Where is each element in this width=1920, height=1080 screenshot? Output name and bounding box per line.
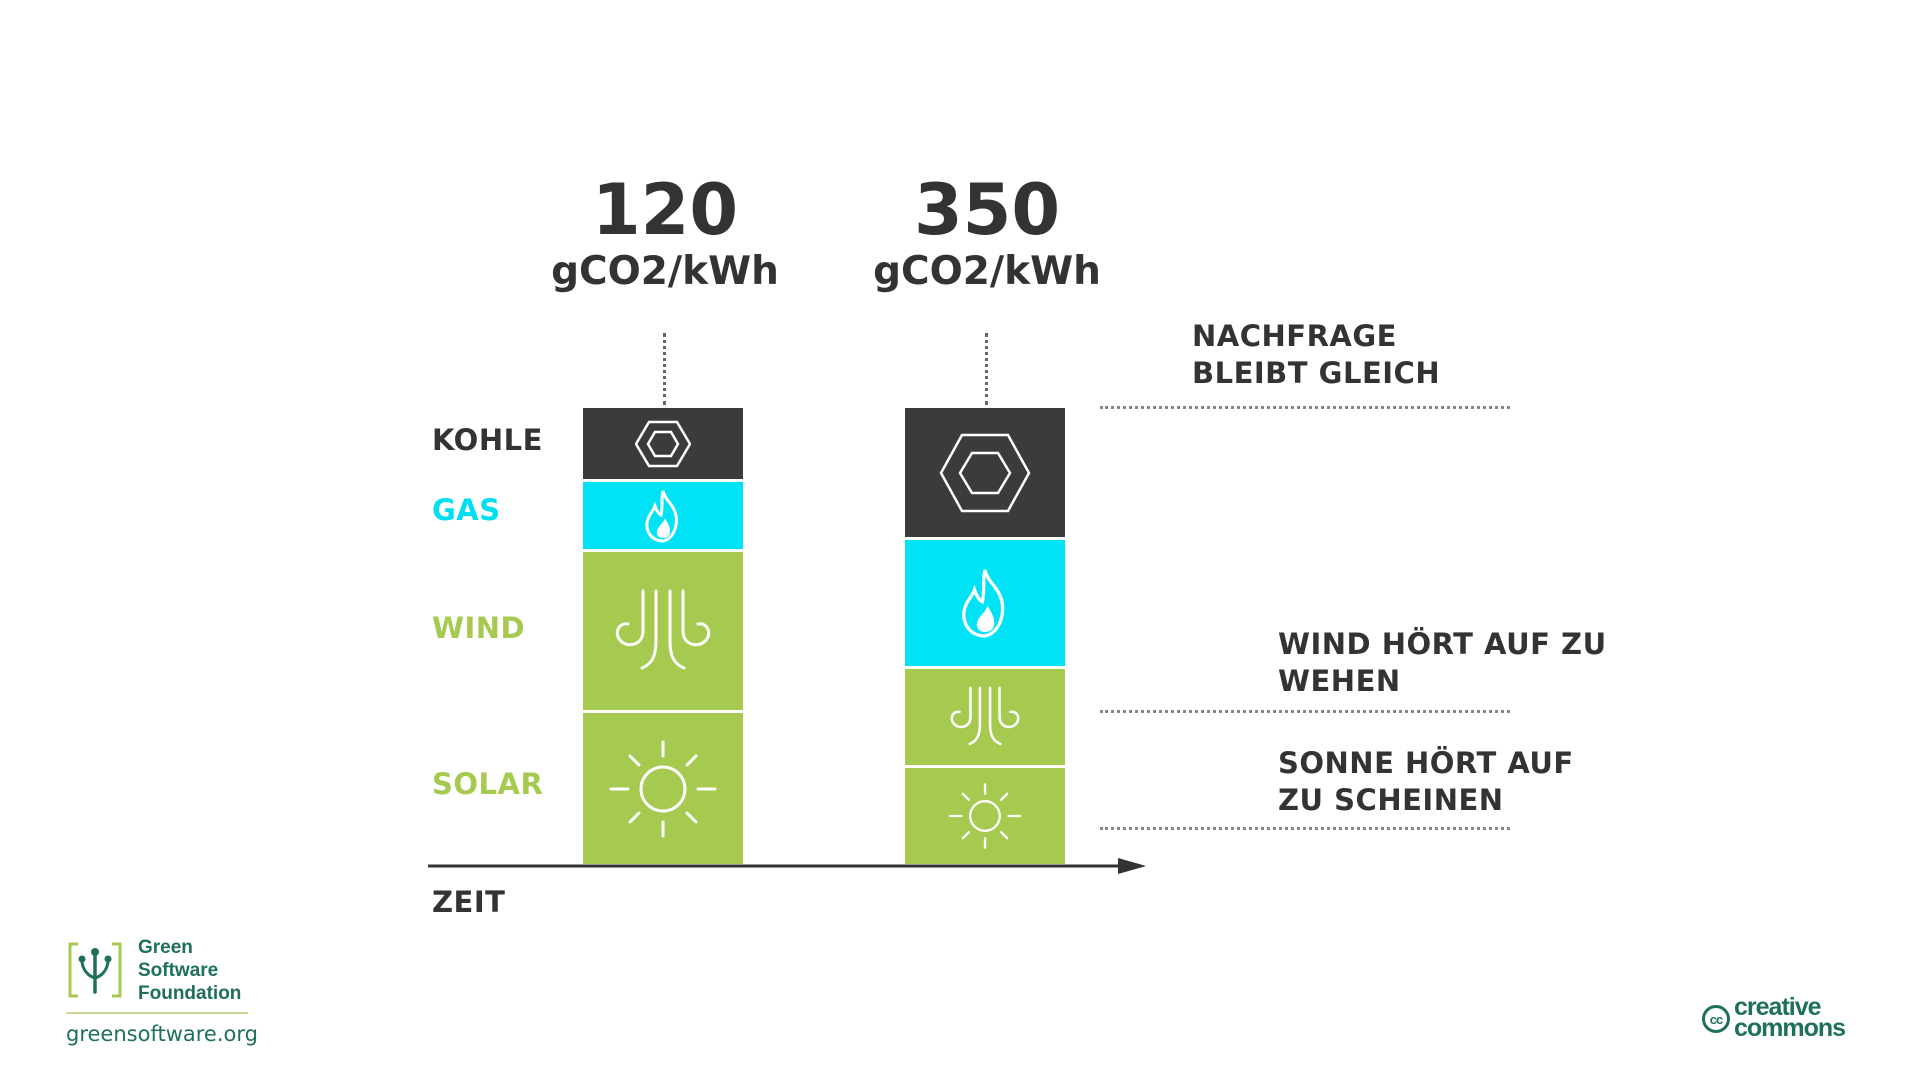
time-axis-arrow [428, 858, 1146, 874]
wind-note: WIND HÖRT AUF ZU WEHEN [1278, 626, 1607, 700]
bar2-connector [985, 333, 988, 405]
sun-icon [609, 740, 717, 837]
wind-note-line2: WEHEN [1278, 664, 1401, 698]
green-software-foundation-logo-icon [68, 942, 122, 998]
creative-commons-logo: creative commons [1734, 993, 1846, 1042]
org-name: Green Software Foundation [138, 936, 241, 1005]
legend-wind: WIND [432, 611, 526, 645]
wind-note-line1: WIND HÖRT AUF ZU [1278, 627, 1607, 661]
cc-line1: creative [1734, 993, 1822, 1021]
bar1-coal-segment [583, 408, 743, 479]
cc-badge-icon: cc [1702, 1005, 1730, 1033]
bar2-value: 350 [913, 169, 1061, 251]
bar2-coal-segment [905, 408, 1065, 537]
time-axis-label: ZEIT [432, 885, 506, 919]
org-name-line2: Software [138, 960, 219, 981]
demand-note: NACHFRAGE BLEIBT GLEICH [1192, 318, 1440, 392]
bar-350 [905, 408, 1065, 864]
legend-gas: GAS [432, 493, 501, 527]
sun-note-line2: ZU SCHEINEN [1278, 783, 1504, 817]
cc-badge-text: cc [1709, 1011, 1724, 1027]
org-name-line3: Foundation [138, 983, 242, 1004]
sun-note: SONNE HÖRT AUF ZU SCHEINEN [1278, 745, 1574, 819]
footer-divider [66, 1012, 248, 1014]
bar1-gas-segment [583, 479, 743, 549]
bar1-wind-segment [583, 549, 743, 710]
demand-dotted-line [1100, 406, 1510, 409]
legend-solar: SOLAR [432, 767, 544, 801]
sun-note-line1: SONNE HÖRT AUF [1278, 746, 1574, 780]
bar2-unit: gCO2/kWh [873, 249, 1101, 294]
wind-dotted-line [1100, 710, 1510, 713]
bar-120 [583, 408, 743, 864]
bar1-solar-segment [583, 710, 743, 864]
bar2-solar-segment [905, 765, 1065, 864]
bar2-wind-segment [905, 666, 1065, 765]
bar1-unit: gCO2/kWh [551, 249, 779, 294]
demand-note-line1: NACHFRAGE [1192, 319, 1397, 353]
flame-icon [962, 569, 1005, 638]
bar2-gas-segment [905, 537, 1065, 666]
legend-coal: KOHLE [432, 423, 543, 457]
hexagon-icon [635, 420, 691, 467]
demand-note-line2: BLEIBT GLEICH [1192, 356, 1441, 390]
bar1-value: 120 [591, 169, 739, 251]
wind-icon [615, 589, 711, 670]
org-name-line1: Green [138, 937, 193, 958]
org-url[interactable]: greensoftware.org [66, 1022, 258, 1046]
flame-icon [645, 490, 678, 543]
sun-dotted-line [1100, 827, 1510, 830]
hexagon-icon [939, 433, 1031, 512]
sun-icon [948, 783, 1022, 849]
cc-line2: commons [1734, 1014, 1846, 1042]
bar1-connector [663, 333, 666, 405]
wind-icon [950, 686, 1020, 746]
